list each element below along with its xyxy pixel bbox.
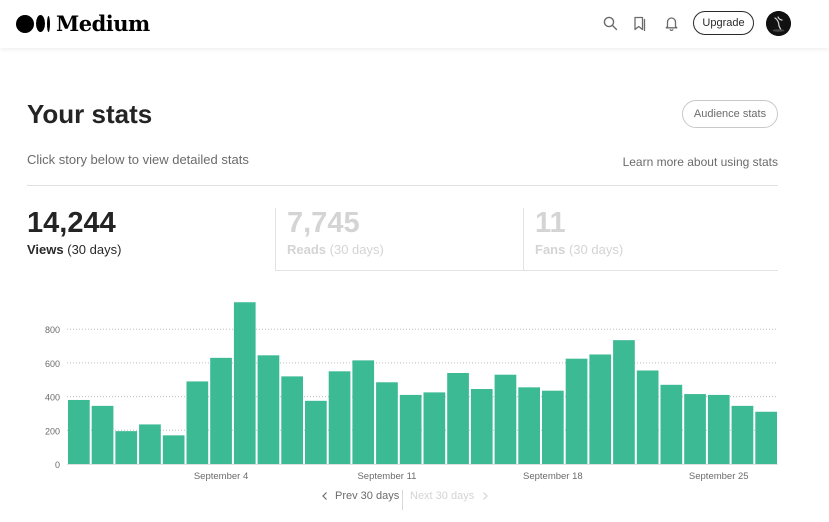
y-tick-label: 0: [55, 460, 60, 470]
chart-bar[interactable]: [755, 411, 777, 464]
reads-count: 7,745: [287, 207, 360, 239]
chart-bar[interactable]: [91, 405, 114, 464]
chart-bar[interactable]: [707, 394, 730, 464]
chart-bar[interactable]: [423, 392, 446, 464]
tab-reads[interactable]: 7,745 Reads (30 days): [275, 208, 523, 271]
y-tick-label: 600: [45, 359, 60, 369]
tab-fans[interactable]: 11 Fans (30 days): [523, 208, 778, 271]
chart-bar[interactable]: [376, 382, 398, 464]
chart-bar[interactable]: [470, 389, 493, 464]
x-tick-label: September 4: [194, 471, 248, 482]
y-tick-label: 200: [45, 426, 60, 436]
chart-bar[interactable]: [447, 373, 469, 464]
page-subtitle: Click story below to view detailed stats: [27, 152, 249, 167]
chart-bar[interactable]: [210, 357, 232, 464]
views-bar-chart: 0 200 400 600 800 September 4 September 11 Sept…: [45, 302, 778, 482]
chart-bar[interactable]: [636, 370, 659, 464]
chart-bar[interactable]: [186, 381, 209, 464]
prev-30-days-button[interactable]: Prev 30 days: [320, 490, 399, 502]
prev-label: Prev 30 days: [335, 490, 400, 502]
chart-bar[interactable]: [352, 360, 375, 464]
views-period: (30 days): [67, 242, 122, 257]
chart-bar[interactable]: [565, 358, 588, 464]
learn-more-link[interactable]: Learn more about using stats: [622, 155, 778, 169]
chart-bar[interactable]: [162, 435, 185, 464]
chevron-left-icon: [322, 492, 327, 500]
chart-bar[interactable]: [115, 431, 138, 464]
fans-label: Fans: [535, 242, 566, 257]
chart-bar[interactable]: [684, 394, 706, 464]
x-tick-label: September 11: [357, 471, 416, 482]
reads-period: (30 days): [329, 242, 384, 257]
chart-bar[interactable]: [731, 405, 754, 464]
upgrade-button[interactable]: Upgrade: [693, 11, 754, 35]
chart-bar[interactable]: [399, 394, 422, 464]
reads-label: Reads: [287, 242, 327, 257]
chart-bar[interactable]: [660, 384, 683, 464]
chart-bar[interactable]: [281, 376, 303, 464]
audience-stats-button[interactable]: Audience stats: [682, 100, 778, 128]
x-tick-label: September 18: [523, 471, 583, 482]
medium-logo[interactable]: Medium: [16, 11, 150, 36]
chart-bar[interactable]: [589, 354, 612, 464]
reading-list-icon[interactable]: [631, 14, 649, 32]
y-tick-label: 400: [45, 393, 60, 403]
views-label: Views: [27, 242, 64, 257]
fans-period: (30 days): [568, 242, 624, 257]
search-icon[interactable]: [601, 14, 619, 32]
top-nav-bar: Medium Upgrade: [0, 0, 829, 48]
next-30-days-button[interactable]: Next 30 days: [410, 490, 490, 502]
chart-bar[interactable]: [68, 399, 90, 464]
fans-count: 11: [535, 207, 566, 239]
tab-views[interactable]: 14,244 Views (30 days): [27, 208, 275, 271]
x-tick-label: September 25: [689, 471, 749, 482]
views-count: 14,244: [27, 207, 116, 239]
y-tick-label: 800: [45, 325, 60, 335]
chart-bar[interactable]: [328, 371, 351, 464]
medium-logo-icon: [16, 14, 50, 33]
next-label: Next 30 days: [410, 490, 475, 502]
chart-bar[interactable]: [542, 390, 564, 464]
pager-divider: [402, 490, 403, 510]
chart-bar[interactable]: [257, 355, 280, 464]
chevron-right-icon: [483, 492, 489, 500]
page-title: Your stats: [27, 99, 153, 129]
chart-bar[interactable]: [518, 387, 540, 464]
chart-bar[interactable]: [305, 400, 327, 464]
chart-bar[interactable]: [494, 374, 517, 464]
divider: [27, 185, 778, 186]
chart-bar[interactable]: [613, 340, 635, 464]
avatar[interactable]: [766, 11, 791, 36]
chart-bar[interactable]: [233, 302, 256, 464]
logo-text: Medium: [56, 11, 150, 36]
notifications-bell-icon[interactable]: [662, 14, 680, 32]
chart-bar[interactable]: [139, 424, 161, 464]
